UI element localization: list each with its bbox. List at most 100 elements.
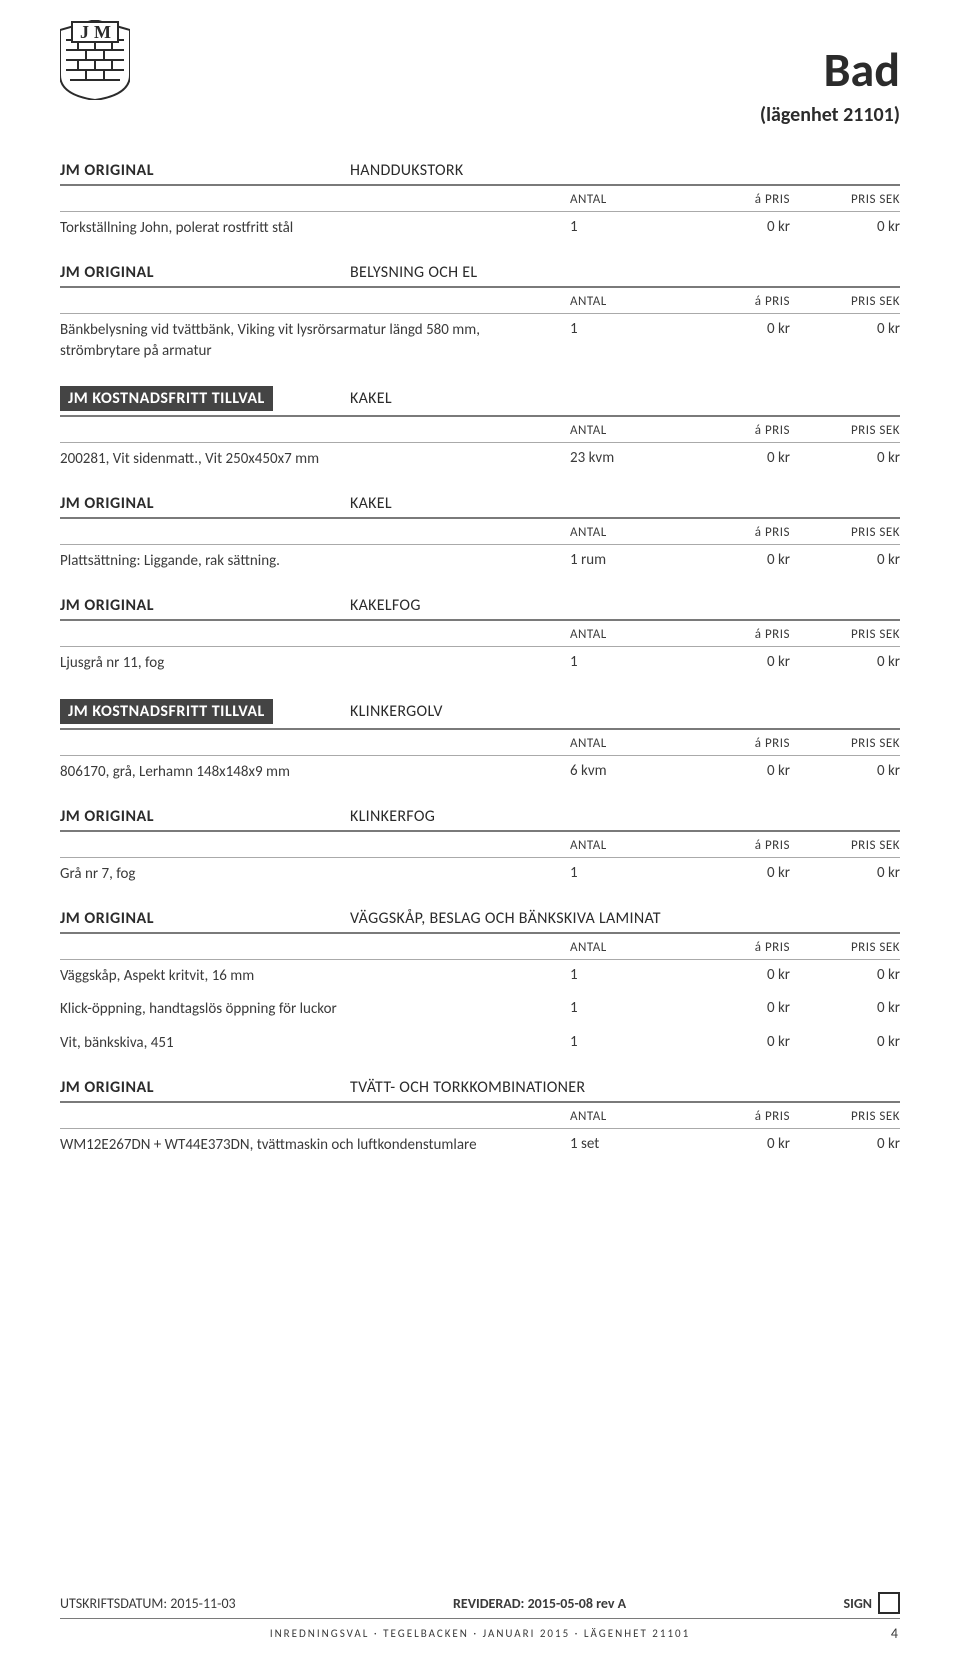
col-pris: PRIS SEK [790,838,900,853]
svg-text:J: J [80,22,89,42]
row-apris: 0 kr [680,966,790,986]
col-antal: ANTAL [570,736,680,751]
row-pris: 0 kr [790,653,900,673]
table-row: Vit, bänkskiva, 45110 kr0 kr [60,1027,900,1060]
section-header: JM ORIGINALHANDDUKSTORK [60,161,900,186]
row-apris: 0 kr [680,1033,790,1053]
column-header-row: ANTALá PRISPRIS SEK [60,832,900,858]
row-antal: 6 kvm [570,762,680,782]
row-desc: Grå nr 7, fog [60,864,570,884]
col-pris: PRIS SEK [790,627,900,642]
table-row: Torkställning John, polerat rostfritt st… [60,212,900,245]
row-apris: 0 kr [680,551,790,571]
table-row: Grå nr 7, fog10 kr0 kr [60,858,900,891]
print-date: UTSKRIFTSDATUM: 2015-11-03 [60,1595,236,1612]
row-pris: 0 kr [790,966,900,986]
col-antal: ANTAL [570,838,680,853]
row-antal: 1 [570,218,680,238]
col-antal: ANTAL [570,294,680,309]
section-header: JM ORIGINALKAKELFOG [60,596,900,621]
section-header: JM ORIGINALBELYSNING OCH EL [60,263,900,288]
col-antal: ANTAL [570,423,680,438]
row-apris: 0 kr [680,1135,790,1155]
table-row: Plattsättning: Liggande, rak sättning.1 … [60,545,900,578]
row-pris: 0 kr [790,551,900,571]
section: JM KOSTNADSFRITT TILLVALKAKELANTALá PRIS… [60,386,900,476]
table-row: 806170, grå, Lerhamn 148x148x9 mm6 kvm0 … [60,756,900,789]
row-antal: 1 [570,999,680,1019]
section-header: JM ORIGINALVÄGGSKÅP, BESLAG OCH BÄNKSKIV… [60,909,900,934]
row-antal: 1 [570,320,680,361]
row-desc: Ljusgrå nr 11, fog [60,653,570,673]
section: JM ORIGINALHANDDUKSTORKANTALá PRISPRIS S… [60,161,900,245]
section: JM ORIGINALBELYSNING OCH ELANTALá PRISPR… [60,263,900,368]
section-category: KAKELFOG [350,596,900,615]
section-brand: JM ORIGINAL [60,494,350,513]
table-row: Bänkbelysning vid tvättbänk, Viking vit … [60,314,900,368]
col-apris: á PRIS [680,627,790,642]
table-row: Klick-öppning, handtagslös öppning för l… [60,993,900,1026]
column-header-row: ANTALá PRISPRIS SEK [60,288,900,314]
col-antal: ANTAL [570,192,680,207]
row-pris: 0 kr [790,1135,900,1155]
footer-bottom-text: INREDNINGSVAL · TEGELBACKEN · JANUARI 20… [270,1627,690,1640]
col-pris: PRIS SEK [790,940,900,955]
section-header: JM ORIGINALKAKEL [60,494,900,519]
col-antal: ANTAL [570,1109,680,1124]
row-apris: 0 kr [680,320,790,361]
section-category: KAKEL [350,494,900,513]
section: JM ORIGINALKLINKERFOGANTALá PRISPRIS SEK… [60,807,900,891]
section-brand: JM KOSTNADSFRITT TILLVAL [60,386,273,411]
section-brand: JM ORIGINAL [60,161,350,180]
row-antal: 1 [570,966,680,986]
col-apris: á PRIS [680,838,790,853]
row-antal: 1 set [570,1135,680,1155]
column-header-row: ANTALá PRISPRIS SEK [60,1103,900,1129]
svg-text:M: M [94,22,111,42]
column-header-row: ANTALá PRISPRIS SEK [60,186,900,212]
row-pris: 0 kr [790,1033,900,1053]
row-desc: Klick-öppning, handtagslös öppning för l… [60,999,570,1019]
row-antal: 23 kvm [570,449,680,469]
section: JM ORIGINALTVÄTT- OCH TORKKOMBINATIONERA… [60,1078,900,1162]
sign-box [878,1592,900,1614]
section-header: JM ORIGINALTVÄTT- OCH TORKKOMBINATIONER [60,1078,900,1103]
section-category: KLINKERFOG [350,807,900,826]
row-desc: Plattsättning: Liggande, rak sättning. [60,551,570,571]
section-brand: JM ORIGINAL [60,596,350,615]
row-apris: 0 kr [680,449,790,469]
section: JM ORIGINALKAKELANTALá PRISPRIS SEKPlatt… [60,494,900,578]
column-header-row: ANTALá PRISPRIS SEK [60,519,900,545]
section-brand: JM ORIGINAL [60,909,350,928]
column-header-row: ANTALá PRISPRIS SEK [60,934,900,960]
col-apris: á PRIS [680,525,790,540]
col-pris: PRIS SEK [790,525,900,540]
col-pris: PRIS SEK [790,294,900,309]
row-pris: 0 kr [790,320,900,361]
col-pris: PRIS SEK [790,423,900,438]
section-brand: JM ORIGINAL [60,807,350,826]
col-apris: á PRIS [680,423,790,438]
row-pris: 0 kr [790,999,900,1019]
row-desc: Bänkbelysning vid tvättbänk, Viking vit … [60,320,570,361]
section-header: JM ORIGINALKLINKERFOG [60,807,900,832]
col-apris: á PRIS [680,294,790,309]
section-brand: JM ORIGINAL [60,263,350,282]
row-pris: 0 kr [790,762,900,782]
row-desc: WM12E267DN + WT44E373DN, tvättmaskin och… [60,1135,570,1155]
col-pris: PRIS SEK [790,1109,900,1124]
row-desc: Vit, bänkskiva, 451 [60,1033,570,1053]
table-row: WM12E267DN + WT44E373DN, tvättmaskin och… [60,1129,900,1162]
page-footer: UTSKRIFTSDATUM: 2015-11-03 REVIDERAD: 20… [60,1592,900,1640]
column-header-row: ANTALá PRISPRIS SEK [60,621,900,647]
revised-date: REVIDERAD: 2015-05-08 rev A [453,1595,626,1612]
row-antal: 1 [570,864,680,884]
row-antal: 1 [570,1033,680,1053]
table-row: Väggskåp, Aspekt kritvit, 16 mm10 kr0 kr [60,960,900,993]
section-brand: JM KOSTNADSFRITT TILLVAL [60,699,273,724]
col-antal: ANTAL [570,627,680,642]
section-category: KLINKERGOLV [350,702,900,721]
sign-label: SIGN [844,1592,901,1612]
row-apris: 0 kr [680,999,790,1019]
row-apris: 0 kr [680,218,790,238]
